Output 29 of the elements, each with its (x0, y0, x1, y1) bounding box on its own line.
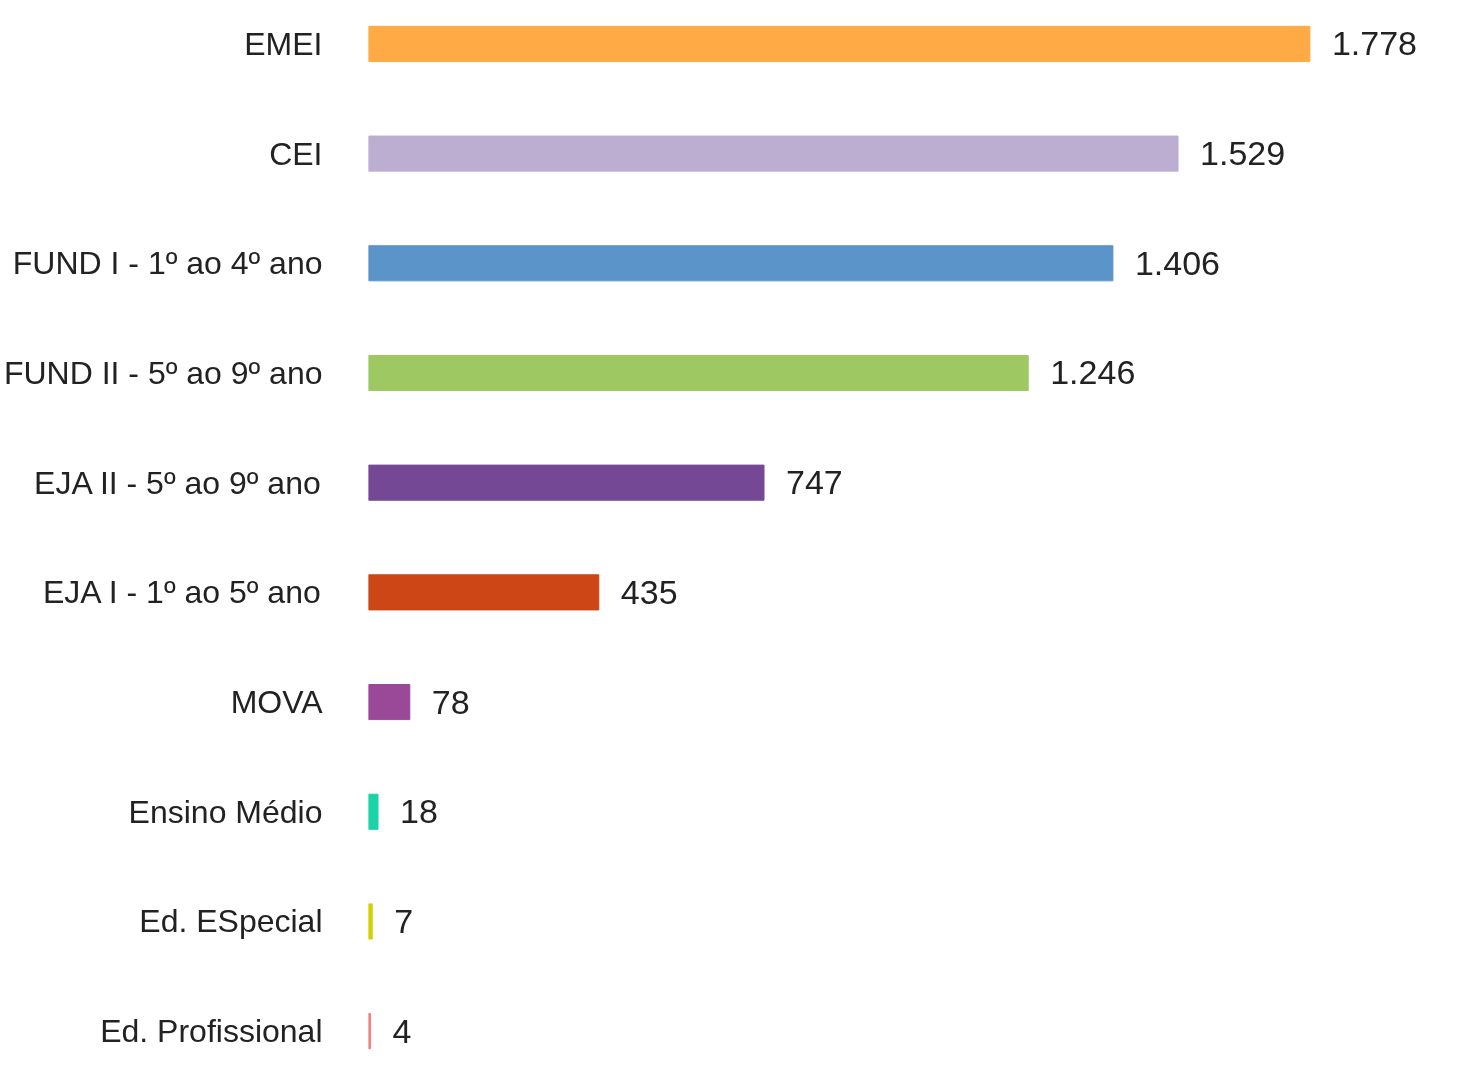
bar (368, 25, 1311, 62)
data-label: 1.778 (1331, 24, 1417, 63)
bar (368, 903, 373, 940)
data-label: 78 (431, 682, 470, 721)
bar (368, 574, 600, 611)
y-tick-label: Ed. ESpecial (139, 903, 323, 940)
data-label: 1.529 (1200, 134, 1286, 173)
data-label: 4 (392, 1011, 412, 1050)
y-tick-label: Ensino Médio (128, 793, 323, 830)
data-label: 747 (786, 463, 843, 502)
data-label: 435 (620, 572, 678, 611)
y-tick-label: Ed. Profissional (100, 1013, 323, 1050)
y-tick-label: FUND I - 1º ao 4º ano (12, 245, 323, 282)
data-label: 18 (400, 792, 438, 831)
y-tick-label: EJA I - 1º ao 5º ano (42, 574, 321, 611)
y-tick-label: CEI (269, 135, 323, 172)
y-tick-label: EMEI (244, 25, 323, 62)
y-tick-label: MOVA (230, 684, 324, 721)
bar (368, 354, 1029, 392)
data-label: 1.246 (1050, 353, 1136, 392)
y-tick-label: EJA II - 5º ao 9º ano (34, 464, 321, 501)
bar (368, 684, 411, 721)
bar (368, 135, 1179, 172)
bar (368, 793, 379, 830)
bar (368, 464, 765, 501)
data-label: 7 (394, 901, 414, 940)
bar (368, 245, 1114, 282)
y-tick-label: FUND II - 5º ao 9º ano (3, 354, 323, 391)
data-label: 1.406 (1134, 243, 1221, 282)
